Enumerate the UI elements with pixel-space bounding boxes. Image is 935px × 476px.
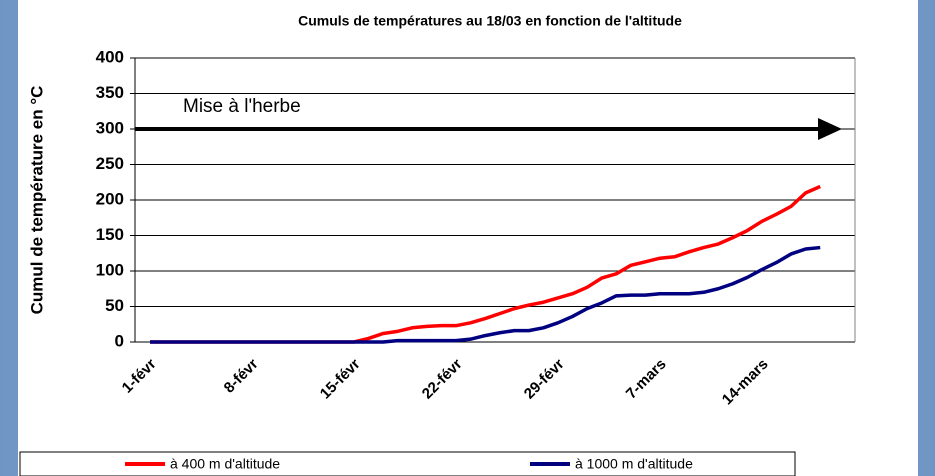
chart-title: Cumuls de températures au 18/03 en fonct… (298, 13, 682, 29)
y-tick-label: 150 (96, 225, 124, 244)
legend-label: à 400 m d'altitude (170, 456, 280, 472)
chart: Cumuls de températures au 18/03 en fonct… (0, 0, 935, 476)
y-tick-label: 200 (96, 189, 124, 208)
y-tick-label: 0 (115, 331, 124, 350)
y-tick-label: 350 (96, 83, 124, 102)
y-tick-label: 250 (96, 154, 124, 173)
y-axis-title: Cumul de température en °C (27, 86, 46, 315)
annotation-text: Mise à l'herbe (183, 96, 301, 117)
y-tick-label: 400 (96, 47, 124, 66)
y-tick-label: 50 (105, 296, 124, 315)
y-tick-label: 300 (96, 118, 124, 137)
chart-background (18, 0, 918, 476)
y-tick-label: 100 (96, 260, 124, 279)
legend-label: à 1000 m d'altitude (575, 456, 693, 472)
